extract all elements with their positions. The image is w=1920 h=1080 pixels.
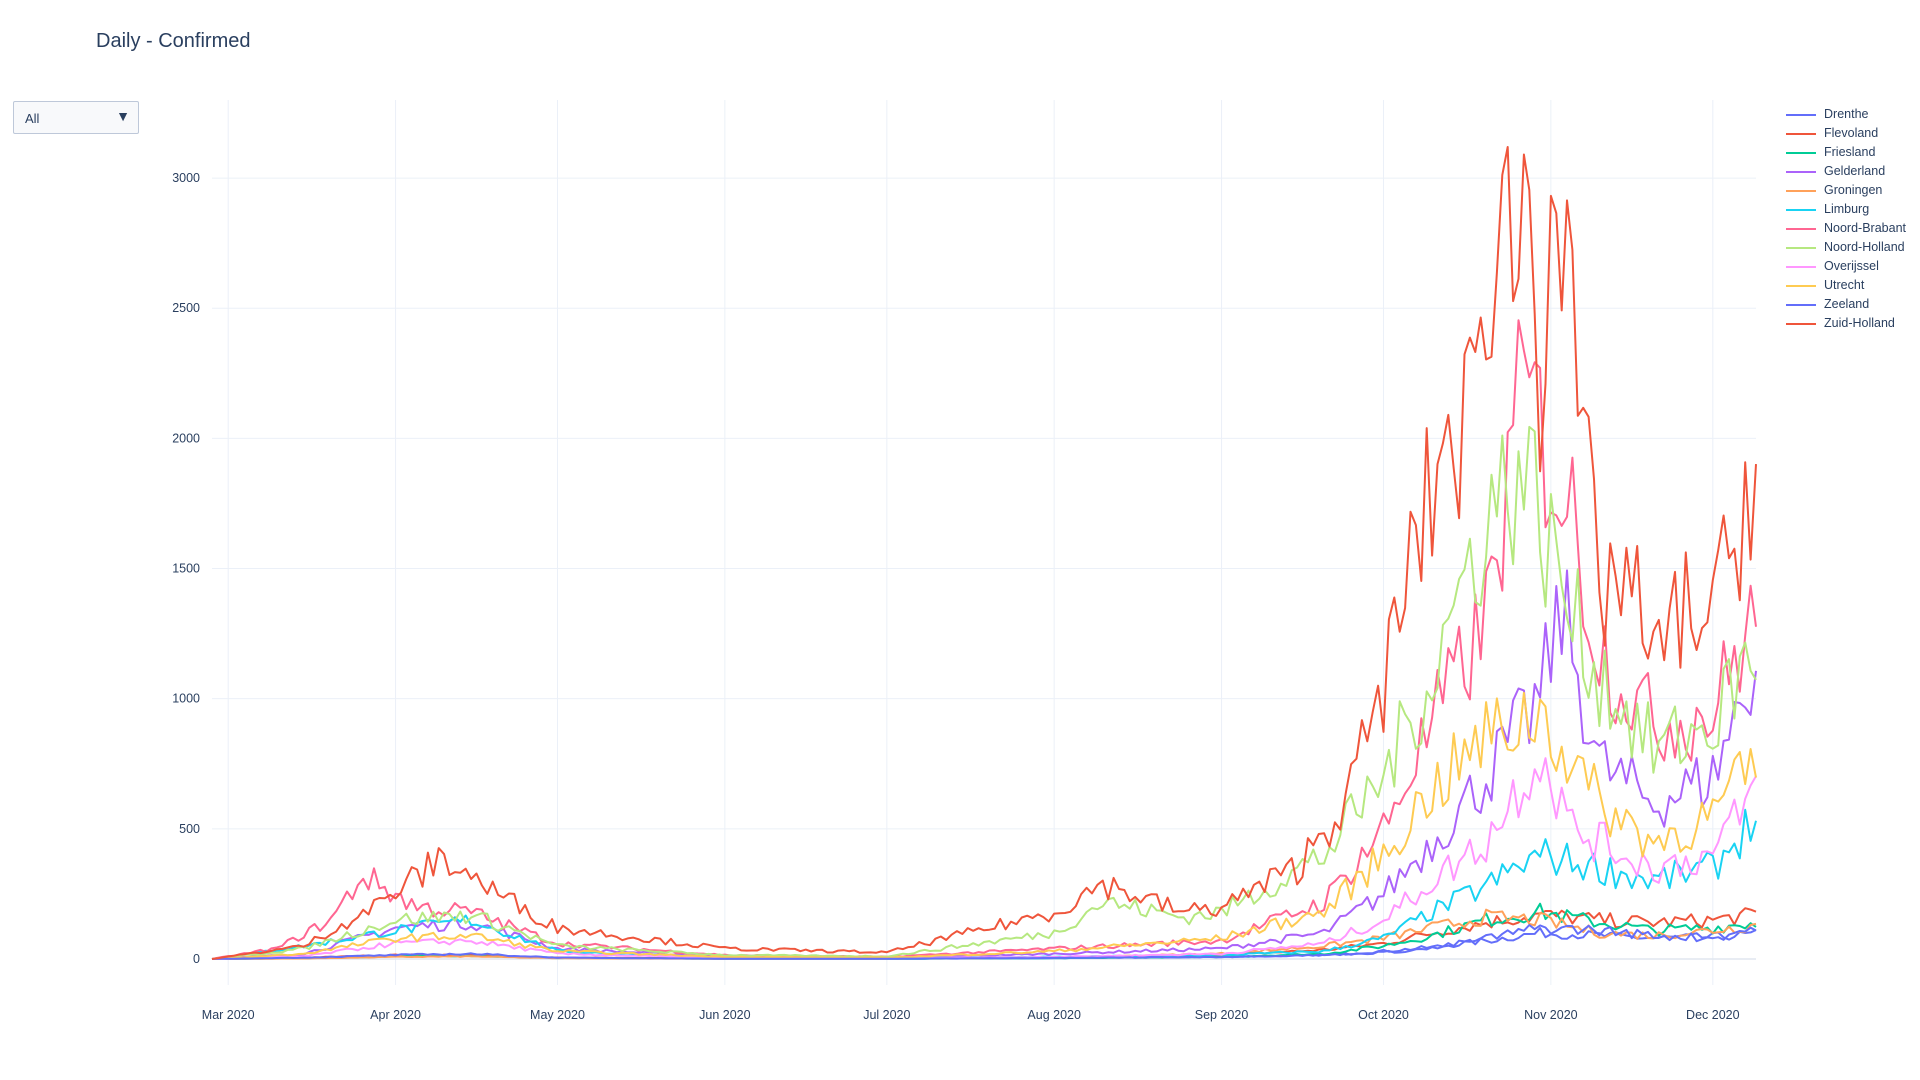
x-tick-label: Jun 2020 [699, 1008, 750, 1022]
y-tick-label: 500 [179, 822, 200, 836]
series-line-zeeland [211, 924, 1757, 960]
y-tick-label: 0 [193, 952, 200, 966]
x-tick-label: Mar 2020 [202, 1008, 255, 1022]
legend-label: Limburg [1824, 202, 1870, 216]
x-tick-label: Oct 2020 [1358, 1008, 1409, 1022]
x-tick-label: Dec 2020 [1686, 1008, 1740, 1022]
x-tick-label: Jul 2020 [863, 1008, 910, 1022]
x-tick-label: May 2020 [530, 1008, 585, 1022]
x-tick-label: Apr 2020 [370, 1008, 421, 1022]
series-line-noord-brabant [211, 319, 1757, 960]
legend-swatch [1786, 323, 1816, 325]
y-tick-label: 1500 [172, 562, 200, 576]
legend-swatch [1786, 190, 1816, 192]
legend-swatch [1786, 209, 1816, 211]
legend-swatch [1786, 304, 1816, 306]
y-tick-label: 1000 [172, 692, 200, 706]
series-line-noord-holland [211, 425, 1757, 960]
legend-swatch [1786, 133, 1816, 135]
legend-swatch [1786, 228, 1816, 230]
legend-swatch [1786, 285, 1816, 287]
legend-swatch [1786, 266, 1816, 268]
legend-label: Overijssel [1824, 259, 1879, 273]
x-tick-label: Aug 2020 [1027, 1008, 1081, 1022]
legend-label: Noord-Holland [1824, 240, 1905, 254]
x-tick-label: Nov 2020 [1524, 1008, 1578, 1022]
legend-label: Zeeland [1824, 297, 1870, 311]
y-tick-label: 3000 [172, 171, 200, 185]
series-line-utrecht [211, 691, 1757, 960]
legend-label: Noord-Brabant [1824, 221, 1906, 235]
y-tick-label: 2000 [172, 431, 200, 445]
y-tick-label: 2500 [172, 301, 200, 315]
legend-label: Groningen [1824, 183, 1883, 197]
legend-swatch [1786, 171, 1816, 173]
legend-label: Friesland [1824, 145, 1876, 159]
legend-label: Zuid-Holland [1824, 316, 1895, 330]
legend-swatch [1786, 152, 1816, 154]
series-line-zuid-holland [211, 146, 1757, 960]
legend-label: Drenthe [1824, 107, 1869, 121]
legend-swatch [1786, 247, 1816, 249]
series-line-gelderland [211, 569, 1757, 960]
legend-swatch [1786, 114, 1816, 116]
region-filter-dropdown[interactable]: All ▼ [13, 101, 139, 134]
dropdown-selected-value: All [25, 111, 40, 126]
triangle-down-icon: ▼ [116, 108, 130, 124]
legend-label: Flevoland [1824, 126, 1879, 140]
legend-label: Utrecht [1824, 278, 1865, 292]
x-tick-label: Sep 2020 [1195, 1008, 1249, 1022]
chart-title: Daily - Confirmed [96, 30, 251, 52]
legend-label: Gelderland [1824, 164, 1886, 178]
